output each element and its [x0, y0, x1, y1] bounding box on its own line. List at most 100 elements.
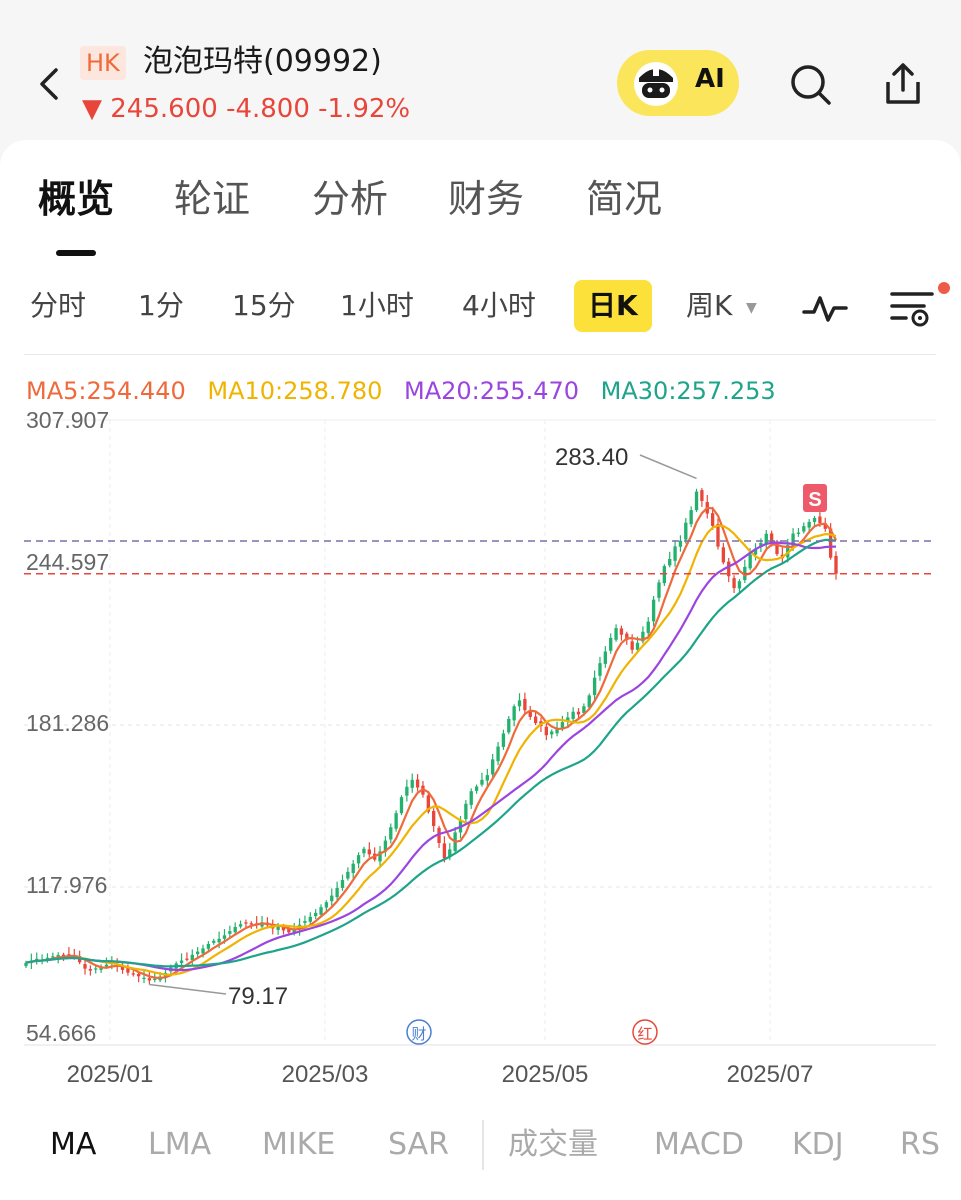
chevron-down-icon[interactable]: ▼: [746, 300, 757, 316]
candle-body: [496, 746, 500, 762]
low-annotation-label: 79.17: [228, 983, 288, 1010]
candle-body: [694, 491, 699, 511]
candle-body: [94, 968, 98, 970]
ma30-line: [25, 538, 837, 968]
candle-body: [356, 855, 361, 864]
period-15min[interactable]: 15分: [232, 289, 296, 322]
candle-body: [812, 517, 817, 522]
indicator-sar[interactable]: SAR: [388, 1127, 449, 1162]
financial-report-icon: [406, 1019, 432, 1045]
period-intraday[interactable]: 分时: [30, 289, 87, 322]
stock-title: 泡泡玛特(09992): [143, 44, 382, 79]
candle-body: [244, 922, 248, 924]
candle-body: [769, 533, 774, 544]
candle-body: [222, 935, 227, 939]
candle-body: [399, 797, 404, 814]
candle-body: [142, 977, 146, 979]
candle-body: [587, 695, 591, 708]
indicator-kdj[interactable]: KDJ: [792, 1127, 844, 1162]
candle-body: [303, 921, 307, 923]
candle-body: [759, 542, 763, 548]
candle-body: [383, 840, 388, 852]
indicator-ma[interactable]: MA: [50, 1127, 97, 1162]
x-axis-label: 2025/03: [282, 1061, 369, 1088]
period-1h[interactable]: 1小时: [340, 289, 414, 322]
candle-body: [287, 928, 291, 933]
y-axis-label: 307.907: [26, 407, 109, 433]
candlestick-chart[interactable]: 307.907 244.597 181.286 117.976 54.666 2025/0…: [0, 400, 961, 1100]
candle-body: [238, 924, 243, 927]
indicator-rsi[interactable]: RS: [900, 1127, 940, 1162]
candle-body: [555, 728, 559, 734]
candle-body: [630, 641, 634, 650]
candle-body: [700, 490, 704, 501]
candle-body: [324, 902, 329, 908]
candle-body: [448, 849, 452, 858]
indicator-volume[interactable]: 成交量: [508, 1127, 598, 1162]
ma5-legend: MA5:254.440: [26, 377, 186, 405]
candle-body: [721, 547, 726, 563]
candle-body: [394, 813, 398, 829]
back-icon[interactable]: [30, 60, 70, 108]
candle-body: [796, 532, 801, 534]
chart-settings-icon[interactable]: [888, 286, 938, 330]
tab-analysis[interactable]: 分析: [312, 177, 389, 221]
candle-body: [651, 599, 656, 622]
tab-financials[interactable]: 财务: [448, 177, 525, 221]
indicator-mike[interactable]: MIKE: [262, 1127, 336, 1162]
period-1min[interactable]: 1分: [138, 289, 184, 322]
active-tab-indicator: [56, 250, 96, 256]
candle-body: [179, 960, 184, 964]
low-annotation-line: [149, 983, 227, 995]
candle-body: [330, 895, 334, 902]
candle-body: [775, 541, 779, 555]
candle-body: [474, 786, 479, 791]
candle-body: [625, 633, 629, 640]
indicator-lma[interactable]: LMA: [148, 1127, 212, 1162]
candle-body: [346, 871, 350, 879]
candle-body: [56, 955, 60, 958]
candle-body: [228, 931, 232, 934]
candle-body: [609, 637, 613, 651]
search-icon[interactable]: [786, 60, 836, 110]
period-weekly[interactable]: 周K: [686, 289, 733, 322]
candle-body: [517, 700, 522, 707]
candle-body: [378, 851, 382, 862]
period-daily[interactable]: 日K: [574, 280, 652, 332]
period-4h[interactable]: 4小时: [462, 289, 536, 322]
candle-body: [485, 775, 489, 781]
candle-body: [405, 786, 409, 796]
candle-body: [308, 916, 312, 922]
indicator-macd[interactable]: MACD: [654, 1127, 744, 1162]
candle-body: [646, 621, 650, 633]
candle-body: [362, 848, 366, 854]
candle-body: [185, 958, 189, 960]
tab-overview[interactable]: 概览: [38, 177, 115, 221]
x-axis-label: 2025/07: [727, 1061, 814, 1088]
tab-warrants[interactable]: 轮证: [174, 177, 251, 221]
candle-body: [598, 663, 602, 676]
candle-body: [748, 554, 752, 569]
ma-legend: MA5:254.440 MA10:258.780 MA20:255.470 MA…: [26, 374, 790, 408]
line-chart-icon[interactable]: [800, 290, 850, 326]
candle-body: [684, 522, 688, 540]
dividend-label: 红: [637, 1026, 652, 1043]
candle-body: [190, 954, 194, 961]
candle-body: [737, 581, 742, 589]
candle-body: [673, 546, 677, 561]
ma10-line: [25, 524, 837, 976]
tab-profile[interactable]: 简况: [586, 177, 663, 221]
candle-body: [104, 964, 109, 967]
candle-body: [533, 716, 538, 724]
candle-body: [136, 973, 141, 977]
candle-body: [61, 954, 66, 957]
ai-assistant-button[interactable]: AI: [617, 50, 739, 116]
candle-body: [480, 779, 484, 785]
candle-body: [217, 938, 221, 943]
candle-body: [67, 954, 71, 956]
candle-body: [233, 926, 237, 933]
ai-label: AI: [695, 64, 725, 94]
candle-body: [523, 698, 527, 711]
candle-body: [753, 548, 758, 555]
share-icon[interactable]: [878, 58, 928, 110]
